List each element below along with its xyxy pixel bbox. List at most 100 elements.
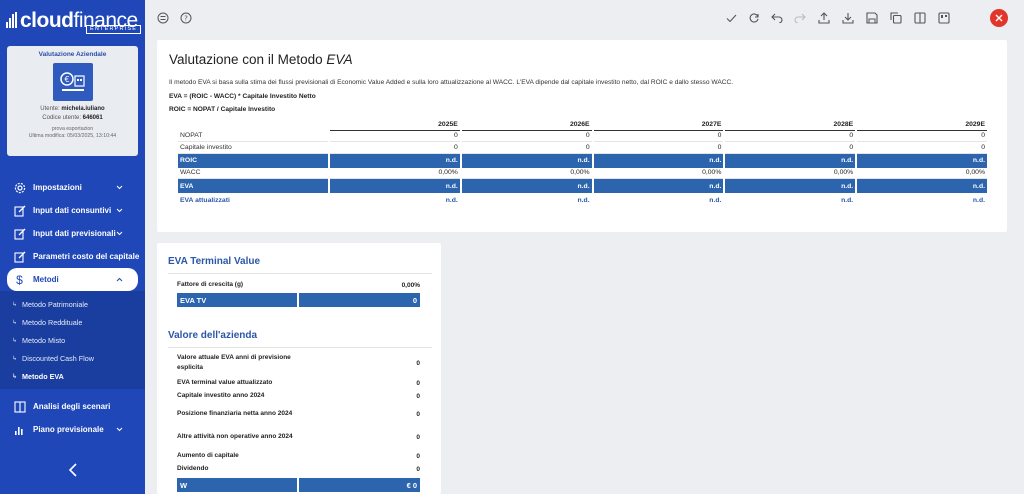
close-icon — [995, 9, 1003, 27]
arrow-right-icon: ↳ — [12, 301, 18, 308]
table-cell: 0 — [857, 142, 987, 154]
close-button[interactable] — [990, 9, 1008, 27]
page-title-prefix: Valutazione con il Metodo — [169, 52, 327, 67]
columns-icon — [13, 400, 26, 413]
company-card[interactable]: Valutazione Aziendale € Utente: michela.… — [7, 46, 138, 156]
check-icon[interactable] — [724, 11, 738, 25]
table-cell: 0,00% — [330, 168, 460, 179]
table-cell: n.d. — [593, 153, 724, 168]
layout-icon[interactable] — [937, 11, 951, 25]
submenu-label: Metodo Reddituale — [22, 317, 83, 327]
eva-method-card: Valutazione con il Metodo EVA Il metodo … — [157, 40, 1007, 232]
columns-icon[interactable] — [913, 11, 927, 25]
sidebar-item-scenari[interactable]: Analisi degli scenari — [0, 395, 145, 418]
sidebar-item-metodi[interactable]: $ Metodi — [7, 268, 138, 291]
upload-icon[interactable] — [817, 11, 831, 25]
submenu-item-patrimoniale[interactable]: ↳ Metodo Patrimoniale — [0, 295, 145, 313]
submenu-label: Discounted Cash Flow — [22, 353, 94, 363]
brand-name-bold: cloud — [20, 8, 74, 32]
valore-label: EVA terminal value attualizzato — [177, 379, 273, 386]
table-row: NOPAT 0 0 0 0 0 — [178, 131, 987, 142]
divider — [168, 273, 432, 274]
table-cell: n.d. — [725, 153, 856, 168]
divider — [168, 347, 432, 348]
help-icon[interactable]: ? — [179, 11, 193, 25]
year-header: 2029E — [857, 119, 987, 131]
sidebar-item-previsionali[interactable]: Input dati previsionali — [0, 222, 145, 245]
table-cell: 0,00% — [593, 168, 724, 179]
eva-tv-row: EVA TV 0 — [177, 293, 420, 307]
sidebar-item-consuntivi[interactable]: Input dati consuntivi — [0, 199, 145, 222]
table-cell: 0,00% — [725, 168, 856, 179]
valore-value: 0 — [416, 452, 420, 460]
chevron-down-icon — [116, 425, 123, 434]
table-header-empty — [178, 119, 328, 131]
table-cell: 0 — [461, 142, 592, 154]
valore-value: 0 — [416, 379, 420, 387]
row-label: NOPAT — [178, 131, 328, 142]
gear-icon — [13, 181, 26, 194]
arrow-right-icon: ↳ — [12, 355, 18, 362]
valore-label: Posizione finanziaria netta anno 2024 — [177, 410, 293, 417]
growth-value[interactable]: 0,00% — [401, 281, 420, 289]
terminal-value-card: EVA Terminal Value Fattore di crescita (… — [157, 243, 441, 494]
sidebar-item-parametri[interactable]: Parametri costo del capitale — [0, 245, 145, 268]
grid-icon[interactable] — [156, 11, 170, 25]
chevron-down-icon — [116, 229, 123, 238]
code-label: Codice utente: — [42, 115, 81, 121]
row-label: EVA attualizzati — [180, 197, 230, 204]
table-cell: 0 — [461, 131, 592, 142]
edit-icon — [13, 204, 26, 217]
user-label: Utente: — [40, 106, 60, 112]
submenu-item-misto[interactable]: ↳ Metodo Misto — [0, 331, 145, 349]
save-icon[interactable] — [865, 11, 879, 25]
chevron-down-icon — [116, 206, 123, 215]
table-cell: n.d. — [841, 197, 854, 204]
valore-row: Aumento di capitale 0 — [177, 451, 420, 461]
table-cell: n.d. — [857, 179, 987, 193]
refresh-icon[interactable] — [747, 11, 761, 25]
bar-chart-icon — [13, 423, 26, 436]
year-header: 2026E — [461, 119, 592, 131]
table-cell: n.d. — [461, 179, 592, 193]
table-cell: 0 — [593, 142, 724, 154]
collapse-sidebar-icon[interactable] — [66, 462, 80, 478]
valore-row: Posizione finanziaria netta anno 2024 0 — [177, 404, 420, 424]
w-label: W — [177, 478, 297, 492]
sidebar-item-piano[interactable]: Piano previsionale — [0, 418, 145, 441]
eva-table-body: NOPAT 0 0 0 0 0 Capitale investito 0 0 0 0 0 ROIC n.d… — [178, 131, 987, 209]
row-label: Capitale investito — [178, 142, 328, 154]
undo-icon[interactable] — [770, 11, 784, 25]
table-row: EVA attualizzati n.d. n.d. n.d. n.d. n.d. — [178, 193, 987, 208]
valore-label: Altre attività non operative anno 2024 — [177, 433, 293, 440]
table-cell: n.d. — [593, 179, 724, 193]
table-cell: n.d. — [461, 153, 592, 168]
table-cell: n.d. — [857, 153, 987, 168]
table-cell: n.d. — [725, 179, 856, 193]
sidebar-item-impostazioni[interactable]: Impostazioni — [0, 176, 145, 199]
valore-label: Capitale investito anno 2024 — [177, 392, 265, 399]
copy-icon[interactable] — [889, 11, 903, 25]
growth-row: Fattore di crescita (g) 0,00% — [177, 280, 420, 290]
year-header: 2027E — [593, 119, 724, 131]
table-cell: 0 — [330, 142, 460, 154]
row-label: WACC — [178, 168, 328, 179]
sidebar: cloudfinance ENTERPRISE Valutazione Azie… — [0, 0, 145, 494]
row-label: ROIC — [178, 153, 328, 168]
row-label: EVA — [178, 179, 328, 193]
arrow-right-icon: ↳ — [12, 319, 18, 326]
valore-label: Aumento di capitale — [177, 452, 239, 459]
edit-icon — [13, 227, 26, 240]
method-description: Il metodo EVA si basa sulla stima dei fl… — [169, 79, 734, 86]
submenu-item-dcf[interactable]: ↳ Discounted Cash Flow — [0, 349, 145, 367]
valuation-logo-icon: € — [52, 63, 93, 101]
table-header-row: 2025E 2026E 2027E 2028E 2029E — [178, 119, 987, 131]
table-cell: 0 — [330, 131, 460, 142]
table-cell: 0 — [725, 131, 856, 142]
table-cell: 0,00% — [857, 168, 987, 179]
download-icon[interactable] — [841, 11, 855, 25]
submenu-item-reddituale[interactable]: ↳ Metodo Reddituale — [0, 313, 145, 331]
table-row: ROIC n.d. n.d. n.d. n.d. n.d. — [178, 153, 987, 168]
redo-icon[interactable] — [793, 11, 807, 25]
submenu-item-eva[interactable]: ↳ Metodo EVA — [0, 367, 145, 385]
